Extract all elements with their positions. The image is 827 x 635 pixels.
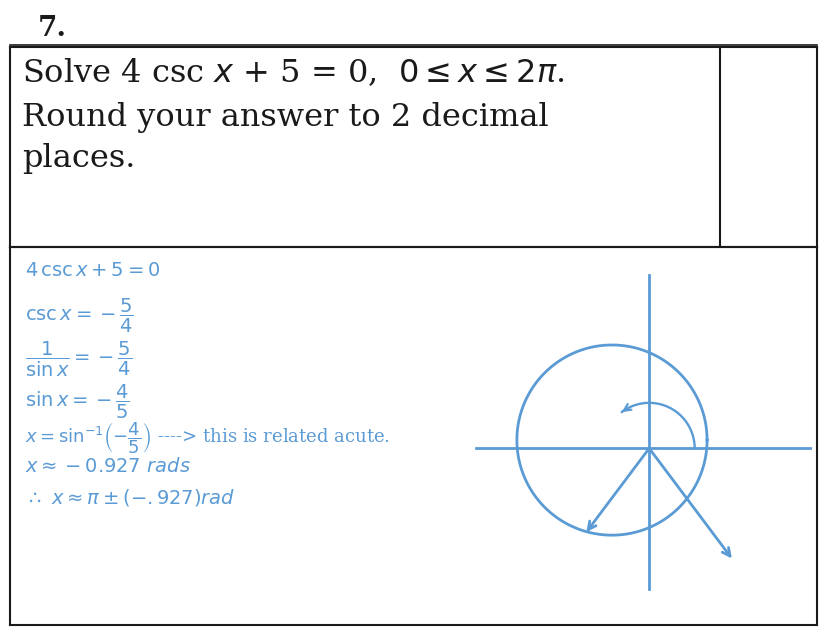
- Text: 7.: 7.: [38, 15, 67, 42]
- Text: places.: places.: [22, 143, 136, 174]
- Text: Solve 4 csc $x$ + 5 = 0,  $0 \leq x \leq 2\pi$.: Solve 4 csc $x$ + 5 = 0, $0 \leq x \leq …: [22, 57, 565, 89]
- Text: $\dfrac{1}{\sin x} = -\dfrac{5}{4}$: $\dfrac{1}{\sin x} = -\dfrac{5}{4}$: [25, 340, 132, 379]
- Text: $x = \sin^{-1}\!\left(-\dfrac{4}{5}\right)$ ----> this is related acute.: $x = \sin^{-1}\!\left(-\dfrac{4}{5}\righ…: [25, 420, 390, 456]
- Text: $\sin x = -\dfrac{4}{5}$: $\sin x = -\dfrac{4}{5}$: [25, 383, 130, 421]
- Text: $4\,\csc x + 5 = 0$: $4\,\csc x + 5 = 0$: [25, 262, 160, 280]
- Text: $\therefore\ x \approx \pi \pm (-.927)rad$: $\therefore\ x \approx \pi \pm (-.927)ra…: [25, 487, 236, 508]
- Text: $x \approx -0.927\ rads$: $x \approx -0.927\ rads$: [25, 457, 191, 476]
- Text: Round your answer to 2 decimal: Round your answer to 2 decimal: [22, 102, 549, 133]
- Text: $\csc x = -\dfrac{5}{4}$: $\csc x = -\dfrac{5}{4}$: [25, 297, 134, 335]
